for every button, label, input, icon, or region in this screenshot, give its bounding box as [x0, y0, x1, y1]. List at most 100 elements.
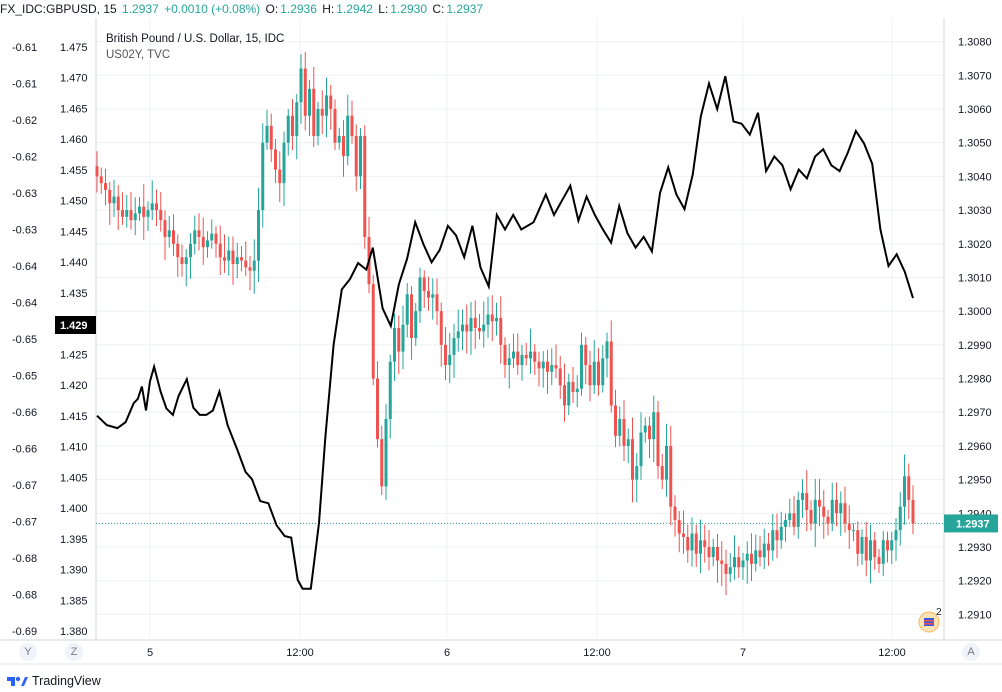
low-value: 1.2930	[390, 2, 427, 16]
candle	[648, 416, 651, 459]
candle-body	[690, 533, 694, 551]
candle	[397, 315, 401, 374]
candle	[813, 478, 817, 547]
left-axis-tick: -0.61	[12, 79, 37, 91]
candle-body	[295, 102, 299, 136]
candle-body	[728, 567, 732, 574]
right-axis-tick: 1.3080	[958, 37, 992, 49]
candle	[427, 276, 430, 311]
candle	[261, 123, 265, 228]
candle	[431, 278, 435, 320]
events-badge[interactable]: 2	[917, 607, 943, 633]
candle	[673, 495, 677, 537]
candle	[486, 296, 490, 338]
right-axis-tick: 1.2990	[958, 340, 992, 352]
badge-count: 2	[936, 607, 942, 618]
candle-body	[427, 290, 430, 298]
candle-body	[699, 540, 702, 554]
candle-body	[359, 135, 362, 177]
candle	[482, 301, 486, 348]
candle-body	[877, 557, 881, 564]
inner-axis-tick: 1.435	[60, 288, 88, 300]
close-label: C:	[432, 2, 445, 16]
candle	[393, 313, 396, 381]
candle-body	[601, 358, 605, 386]
left-axis-tick: -0.69	[12, 626, 37, 638]
left-axis-tick: -0.65	[12, 334, 37, 346]
candle-body	[660, 466, 664, 480]
candle	[503, 337, 507, 379]
candle-body	[274, 149, 277, 170]
candle	[771, 513, 775, 561]
candle-body	[614, 405, 617, 436]
right-axis-tick: 1.3050	[958, 138, 992, 150]
candle	[206, 231, 209, 258]
candle-body	[320, 108, 324, 116]
candle-body	[278, 169, 282, 184]
auto-scale-button[interactable]: A	[962, 643, 980, 661]
symbol-header: FX_IDC:GBPUSD, 15 1.2937 +0.0010 (+0.08%…	[0, 0, 485, 18]
candle	[618, 406, 622, 447]
candle	[138, 196, 141, 222]
candle-body	[682, 533, 685, 537]
inner-axis-tick: 1.405	[60, 472, 88, 484]
candle	[796, 491, 800, 539]
candle-body	[308, 88, 311, 116]
right-axis-tick: 1.3010	[958, 272, 992, 284]
candle-body	[380, 439, 384, 487]
candle	[911, 485, 915, 535]
candle-body	[244, 260, 248, 268]
candle	[235, 242, 239, 279]
candle-body	[376, 378, 379, 440]
candle-body	[741, 560, 745, 568]
candle-body	[733, 557, 736, 568]
candle	[541, 351, 545, 388]
candle-body	[758, 550, 762, 558]
candle-body	[150, 203, 154, 211]
candle	[163, 210, 167, 261]
candle-body	[248, 267, 252, 271]
price-change: +0.0010 (+0.08%)	[164, 2, 261, 16]
right-axis-tick: 1.3020	[958, 239, 992, 251]
candle	[869, 524, 872, 584]
legend-overlay-series[interactable]: US02Y, TVC	[106, 49, 171, 61]
right-axis-tick: 1.3060	[958, 104, 992, 116]
candle-body	[558, 368, 562, 386]
candle	[333, 99, 337, 151]
candle-body	[597, 361, 600, 386]
candle	[495, 302, 498, 336]
candle	[881, 531, 885, 577]
y-axis-button[interactable]: Y	[19, 643, 37, 661]
candle-body	[665, 445, 668, 480]
candle	[622, 399, 626, 461]
left-axis-tick: -0.67	[12, 480, 37, 492]
open-label: O:	[265, 2, 279, 16]
candle-body	[231, 250, 235, 264]
candle	[376, 361, 379, 448]
candle	[461, 309, 464, 350]
candle	[516, 333, 520, 375]
candle	[384, 404, 388, 501]
candle	[269, 113, 273, 163]
z-axis-button[interactable]: Z	[65, 643, 83, 661]
candle-body	[405, 294, 409, 325]
candle-body	[456, 331, 460, 339]
candle	[380, 425, 384, 495]
candle-body	[592, 361, 596, 386]
candle	[363, 125, 367, 249]
chart-grid	[96, 18, 944, 638]
candle	[418, 267, 422, 324]
candle-body	[707, 547, 711, 558]
legend-main-series[interactable]: British Pound / U.S. Dollar, 15, IDC	[106, 33, 285, 45]
right-axis-tick: 1.2910	[958, 609, 992, 621]
candle	[465, 304, 469, 354]
candle-body	[813, 499, 817, 524]
symbol-name[interactable]: FX_IDC:GBPUSD, 15	[0, 2, 117, 16]
footer-brand[interactable]: TradingView	[6, 672, 101, 690]
candle-body	[201, 237, 205, 248]
candle-body	[452, 338, 456, 355]
candle	[146, 201, 150, 232]
candle	[635, 452, 639, 503]
candle-body	[333, 108, 337, 143]
